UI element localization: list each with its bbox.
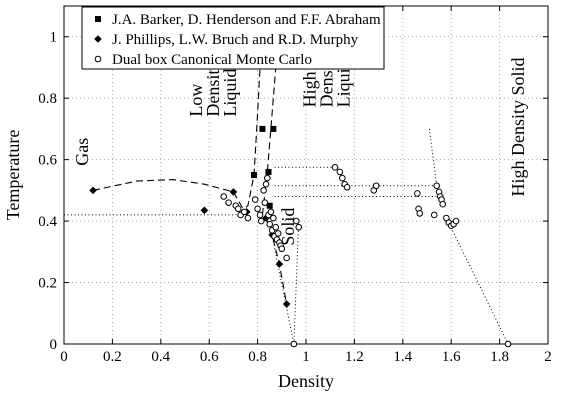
- barker-point: [265, 168, 272, 175]
- monte-carlo-point: [220, 193, 228, 200]
- phase-label: High Density Solid: [508, 57, 528, 196]
- y-tick-label: 1: [50, 30, 58, 46]
- legend: J.A. Barker, D. Henderson and F.F. Abrah…: [81, 6, 385, 70]
- monte-carlo-point: [372, 182, 380, 190]
- dotted-guide-curve: [428, 128, 438, 186]
- x-tick-label: 0.6: [200, 349, 219, 365]
- x-tick-label: 1.6: [442, 349, 461, 365]
- x-tick-label: 1.8: [490, 349, 509, 365]
- y-tick-label: 0.4: [38, 214, 57, 230]
- monte-carlo-point: [274, 230, 282, 237]
- phillips-point: [275, 260, 284, 268]
- x-tick-label: 1.4: [393, 349, 412, 365]
- x-axis-label: Density: [278, 371, 334, 391]
- phase-label: High: [300, 71, 320, 107]
- y-tick-label: 0.2: [38, 276, 57, 292]
- phase-label: Liquid: [334, 59, 354, 107]
- legend-entry: J. Phillips, L.W. Bruch and R.D. Murphy: [112, 32, 359, 48]
- x-tick-label: 1.2: [345, 349, 364, 365]
- monte-carlo-point: [293, 217, 300, 225]
- monte-carlo-point: [234, 205, 242, 213]
- x-tick-label: 0: [60, 349, 68, 365]
- monte-carlo-point: [339, 174, 346, 182]
- barker-point: [250, 172, 257, 178]
- x-tick-label: 2: [544, 349, 552, 365]
- barker-point: [266, 202, 273, 209]
- monte-carlo-point: [263, 174, 271, 182]
- legend-box: [81, 6, 385, 70]
- phase-label: Liquid: [220, 69, 240, 117]
- legend-marker: [95, 16, 101, 22]
- monte-carlo-point: [262, 180, 270, 188]
- monte-carlo-point: [336, 168, 344, 176]
- monte-carlo-point: [295, 223, 303, 231]
- legend-marker: [94, 55, 102, 63]
- phase-label: Density: [203, 61, 223, 117]
- monte-carlo-point: [244, 214, 252, 222]
- monte-carlo-point: [251, 196, 259, 203]
- x-tick-label: 0.2: [103, 349, 122, 365]
- monte-carlo-point: [343, 183, 351, 191]
- x-tick-label: 1: [302, 349, 310, 365]
- barker-point: [259, 125, 266, 132]
- dotted-guide-curve: [445, 217, 509, 345]
- y-tick-label: 0.8: [38, 91, 57, 107]
- monte-carlo-point: [283, 254, 290, 262]
- monte-carlo-point: [433, 182, 440, 190]
- phillips-point: [262, 214, 270, 222]
- phillips-point: [200, 206, 209, 215]
- phase-label: Gas: [72, 138, 92, 166]
- dashed-guide-curve: [265, 217, 288, 305]
- legend-entry: J.A. Barker, D. Henderson and F.F. Abrah…: [112, 12, 381, 28]
- monte-carlo-point: [266, 220, 274, 228]
- legend-entry: Dual box Canonical Monte Carlo: [112, 52, 312, 68]
- y-tick-label: 0.6: [38, 153, 57, 169]
- monte-carlo-point: [430, 211, 438, 219]
- monte-carlo-point: [290, 340, 298, 348]
- monte-carlo-point: [260, 187, 267, 194]
- monte-carlo-point: [416, 210, 424, 217]
- phase-label: Low: [186, 84, 206, 117]
- monte-carlo-point: [414, 190, 421, 197]
- phase-label: Solid: [278, 208, 298, 246]
- x-tick-label: 0.8: [248, 349, 267, 365]
- barker-point: [270, 125, 277, 132]
- monte-carlo-point: [225, 199, 232, 206]
- x-tick-label: 0.4: [151, 349, 170, 365]
- y-axis-label: Temperature: [3, 130, 23, 221]
- monte-carlo-point: [254, 205, 261, 213]
- monte-carlo-point: [256, 211, 264, 219]
- monte-carlo-point: [267, 208, 275, 216]
- phillips-point: [89, 186, 97, 195]
- monte-carlo-point: [272, 223, 280, 231]
- monte-carlo-point: [452, 217, 460, 225]
- monte-carlo-point: [439, 200, 447, 208]
- monte-carlo-point: [261, 199, 269, 206]
- monte-carlo-point: [270, 214, 277, 222]
- dashed-guide-curve: [92, 179, 244, 210]
- monte-carlo-point: [331, 164, 339, 171]
- monte-carlo-point: [504, 340, 512, 348]
- data-markers: [89, 125, 512, 348]
- legend-marker: [94, 35, 102, 43]
- monte-carlo-point: [278, 245, 286, 253]
- monte-carlo-point: [240, 208, 248, 216]
- monte-carlo-point: [257, 217, 265, 225]
- y-tick-label: 0: [50, 337, 58, 353]
- phillips-point: [282, 300, 291, 308]
- phillips-point: [229, 188, 238, 196]
